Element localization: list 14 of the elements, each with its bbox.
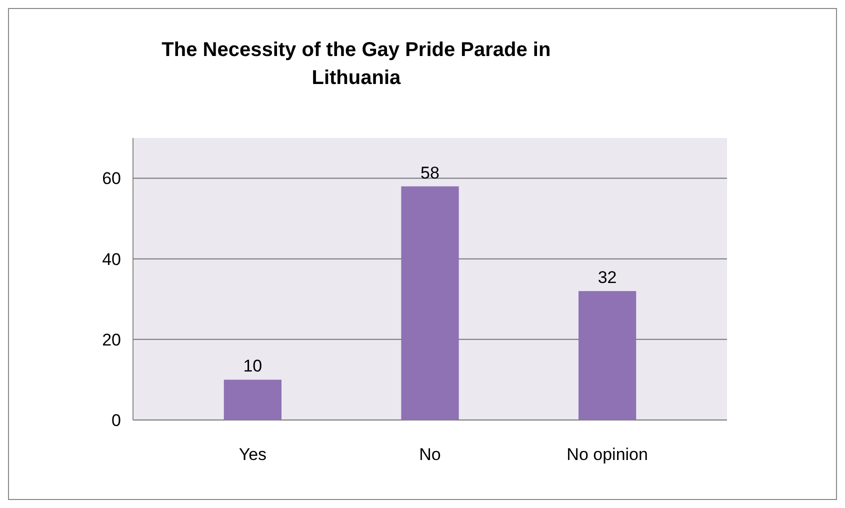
data-label: 10: [243, 356, 262, 376]
y-tick-label: 60: [102, 169, 121, 188]
data-label: 58: [420, 163, 440, 182]
x-tick-label: Yes: [238, 445, 267, 464]
x-tick-label: No: [419, 445, 441, 464]
bar: [224, 380, 282, 420]
y-tick-label: 0: [112, 410, 121, 430]
y-tick-label: 40: [102, 250, 121, 269]
data-label: 32: [598, 268, 617, 288]
bar: [578, 291, 636, 420]
bar: [401, 186, 459, 420]
y-tick-label: 20: [102, 330, 121, 350]
x-tick-label: No opinion: [566, 445, 648, 464]
chart-title: The Necessity of the Gay Pride Parade in Lithuania: [162, 39, 551, 89]
